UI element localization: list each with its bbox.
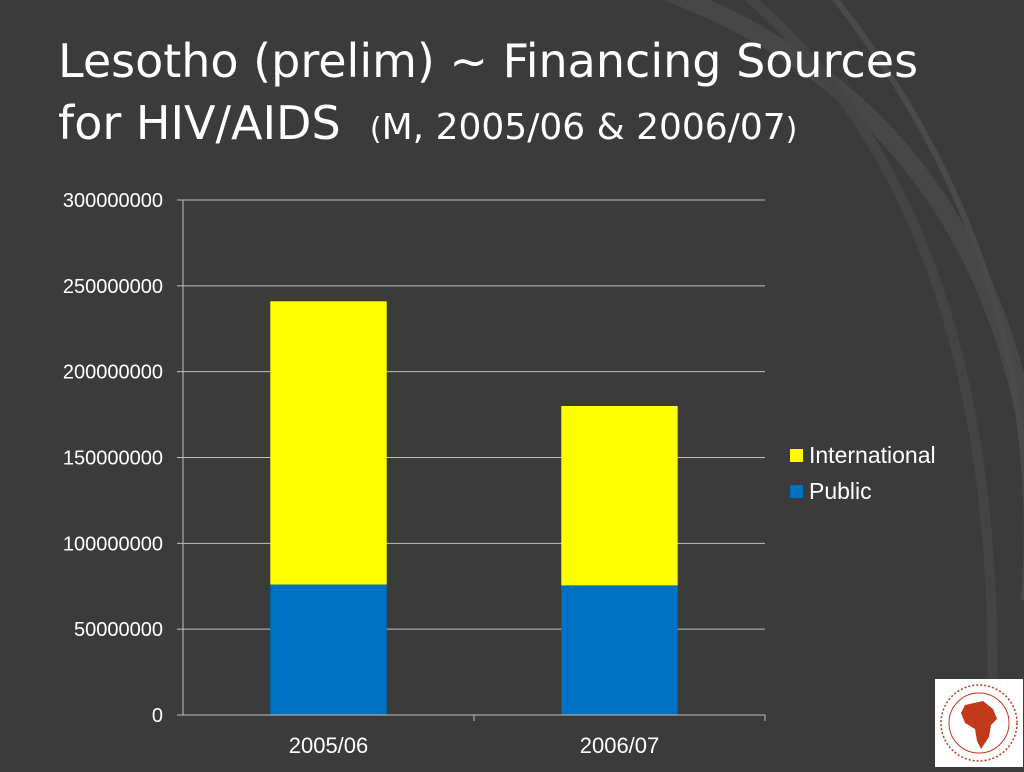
bar-public-2005-06 [270, 584, 387, 715]
title-line-2-subtitle: M, 2005/06 & 2006/07 [381, 107, 786, 148]
legend-label-public: Public [809, 478, 872, 504]
title-paren-close: ) [785, 112, 798, 147]
y-axis-tick-labels: 0 50000000 100000000 150000000 200000000 2500… [63, 190, 163, 727]
y-tick-label: 250000000 [63, 276, 163, 298]
x-tick-label: 2006/07 [580, 733, 660, 758]
y-tick-label: 150000000 [63, 448, 163, 470]
y-tick-label: 200000000 [63, 362, 163, 384]
y-tick-label: 300000000 [63, 190, 163, 212]
title-paren-open: ( [369, 112, 382, 147]
chart-bars [270, 301, 678, 715]
y-tick-label: 50000000 [74, 619, 163, 641]
title-line-2: for HIV/AIDS [58, 96, 341, 150]
chart-legend: International Public [790, 442, 936, 504]
y-tick-label: 0 [152, 705, 163, 727]
x-tick-label: 2005/06 [289, 733, 369, 758]
bar-international-2005-06 [270, 301, 387, 585]
afhea-logo [935, 679, 1023, 767]
afhea-logo-icon [940, 684, 1018, 762]
legend-swatch-public [790, 485, 803, 498]
chart-axes [182, 200, 766, 721]
bar-international-2006-07 [561, 406, 678, 586]
slide-title: Lesotho (prelim) ~ Financing Sources for… [58, 30, 998, 161]
legend-swatch-international [790, 449, 803, 462]
y-tick-label: 100000000 [63, 533, 163, 555]
legend-label-international: International [809, 442, 936, 468]
title-line-1: Lesotho (prelim) ~ Financing Sources [58, 34, 919, 88]
x-axis-tick-labels: 2005/06 2006/07 [289, 733, 660, 758]
bar-public-2006-07 [561, 585, 678, 715]
